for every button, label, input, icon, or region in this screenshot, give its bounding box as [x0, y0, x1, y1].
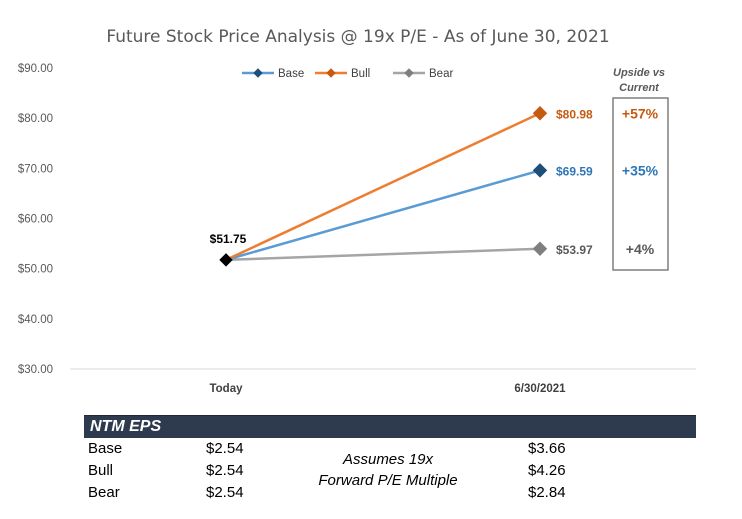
y-tick-label: $80.00 [18, 113, 53, 125]
legend-marker [253, 68, 263, 78]
eps-row-name: Bull [88, 462, 114, 479]
y-tick-label: $70.00 [18, 163, 53, 175]
end-value-label: $53.97 [556, 243, 593, 257]
eps-row-future: $4.26 [528, 462, 566, 479]
eps-row-future: $2.84 [528, 484, 566, 501]
eps-row-today: $2.54 [206, 484, 244, 501]
upside-pct: +57% [622, 105, 659, 121]
x-axis: Today 6/30/2021 [209, 383, 566, 395]
eps-row-bear: Bear $2.54 $2.84 [84, 482, 696, 504]
eps-table-header: NTM EPS [84, 415, 696, 438]
eps-table: NTM EPS Base $2.54 $3.66 Bull $2.54 $4.2… [84, 415, 696, 504]
y-tick-label: $90.00 [18, 63, 53, 75]
chart-title: Future Stock Price Analysis @ 19x P/E - … [106, 27, 609, 47]
x-tick-label: 6/30/2021 [514, 383, 566, 395]
end-point-bear [532, 241, 548, 256]
legend-label: Base [278, 68, 304, 80]
end-value-label: $69.59 [556, 164, 593, 178]
y-tick-label: $30.00 [18, 364, 53, 376]
chart: Future Stock Price Analysis @ 19x P/E - … [18, 27, 696, 395]
upside-header: Current [619, 82, 660, 94]
legend-marker [404, 68, 414, 78]
upside-box-frame [612, 97, 669, 271]
end-point-base [532, 163, 548, 178]
eps-row-name: Base [88, 440, 123, 457]
end-value-label: $80.98 [556, 107, 593, 121]
eps-note: Assumes 19x Forward P/E Multiple [284, 449, 492, 491]
series-line-base [225, 169, 541, 262]
upside-header: Upside vs [613, 67, 665, 79]
y-tick-label: $40.00 [18, 314, 53, 326]
eps-row-name: Bear [88, 484, 120, 501]
start-point [219, 253, 233, 267]
legend-label: Bull [351, 68, 370, 80]
series-line-bear [225, 247, 541, 262]
legend: Base Bull Bear [242, 68, 453, 80]
eps-row-base: Base $2.54 $3.66 [84, 438, 696, 460]
start-value-label: $51.75 [210, 232, 247, 246]
upside-box: Upside vs Current +35% +57% +4% [612, 67, 669, 271]
data-labels: $51.75 $69.59 $80.98 $53.97 [210, 107, 593, 257]
series-line-bull [225, 112, 541, 262]
legend-marker [326, 68, 336, 78]
eps-row-future: $3.66 [528, 440, 566, 457]
eps-row-today: $2.54 [206, 440, 244, 457]
eps-row-bull: Bull $2.54 $4.26 [84, 460, 696, 482]
y-tick-label: $60.00 [18, 214, 53, 226]
x-tick-label: Today [209, 383, 243, 395]
series-layer [219, 106, 548, 267]
legend-label: Bear [429, 68, 453, 80]
y-axis: $30.00 $40.00 $50.00 $60.00 $70.00 $80.00 $90.… [18, 63, 53, 376]
upside-pct: +4% [626, 241, 655, 257]
eps-note-line2: Forward P/E Multiple [318, 472, 458, 489]
eps-note-line1: Assumes 19x [342, 451, 434, 468]
eps-row-today: $2.54 [206, 462, 244, 479]
upside-pct: +35% [622, 162, 659, 178]
y-tick-label: $50.00 [18, 264, 53, 276]
end-point-bull [532, 106, 548, 121]
